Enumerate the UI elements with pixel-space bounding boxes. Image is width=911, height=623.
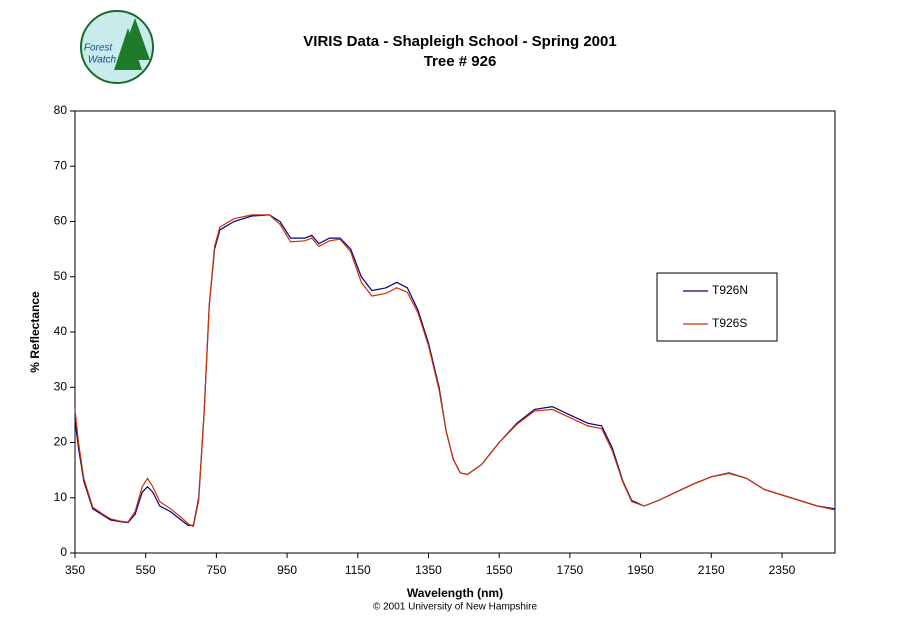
chart-title: VIRIS Data - Shapleigh School - Spring 2… — [303, 33, 616, 50]
y-tick-label: 20 — [54, 435, 68, 449]
y-tick-label: 60 — [54, 214, 68, 228]
legend — [656, 272, 778, 342]
y-tick-label: 0 — [60, 545, 67, 559]
x-tick-label: 1750 — [557, 563, 584, 577]
x-tick-label: 950 — [277, 563, 297, 577]
x-tick-label: 1350 — [415, 563, 442, 577]
legend-label: T926N — [712, 283, 748, 297]
y-axis-title: % Reflectance — [28, 291, 42, 373]
series-line — [74, 214, 836, 526]
x-axis-title: Wavelength (nm) — [407, 586, 503, 600]
x-tick-label: 1150 — [345, 563, 371, 577]
y-tick-label: 50 — [54, 269, 68, 283]
x-tick-label: 550 — [136, 563, 156, 577]
logo-tree — [114, 18, 150, 70]
x-tick-label: 2150 — [698, 563, 725, 577]
x-tick-label: 750 — [206, 563, 226, 577]
x-tick-label: 2350 — [769, 563, 796, 577]
logo-text: Watch — [88, 55, 117, 66]
chart-subtitle: Tree # 926 — [424, 53, 497, 70]
y-tick-label: 70 — [54, 158, 68, 172]
y-tick-label: 40 — [54, 324, 68, 338]
legend-label: T926S — [712, 316, 747, 330]
x-tick-label: 1550 — [486, 563, 513, 577]
y-tick-label: 30 — [54, 379, 68, 393]
logo-text: Forest — [84, 43, 114, 54]
x-tick-label: 350 — [65, 563, 85, 577]
footer: © 2001 University of New Hampshire — [373, 602, 538, 613]
y-tick-label: 10 — [54, 490, 68, 504]
x-tick-label: 1950 — [627, 563, 654, 577]
y-tick-label: 80 — [54, 103, 68, 117]
logo: Forest Watch — [80, 10, 154, 84]
series-line — [74, 214, 836, 528]
